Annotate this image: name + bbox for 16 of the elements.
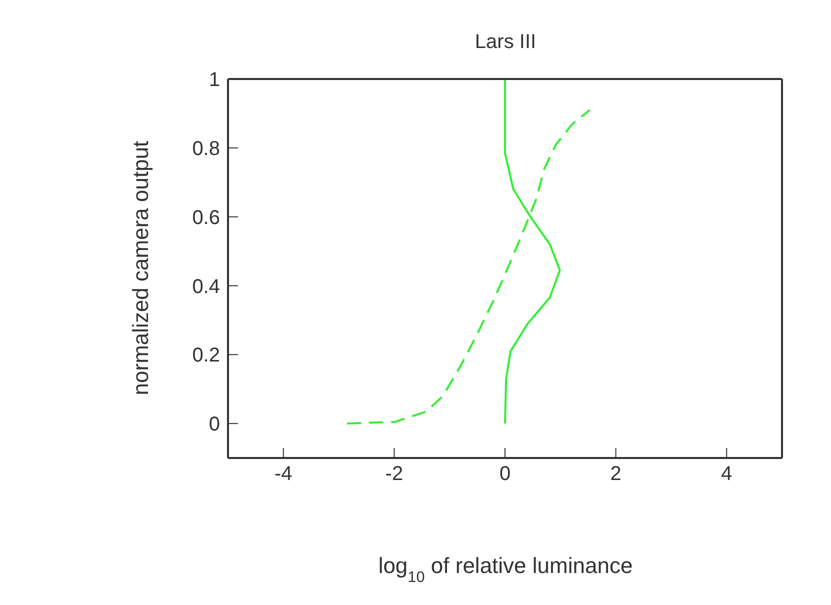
x-tick-label: -4 <box>274 463 292 486</box>
y-tick-label: 0.8 <box>192 138 220 160</box>
y-tick-label: 0.4 <box>192 276 220 298</box>
line-series <box>504 79 561 425</box>
y-tick-label: 0 <box>208 414 220 436</box>
chart-title: Lars III <box>474 31 536 53</box>
x-tick-label: 0 <box>499 463 511 486</box>
x-axis-title: log$_{10}$ of relative luminance <box>378 553 633 586</box>
x-tick-label: 4 <box>721 463 732 486</box>
line-series <box>346 109 591 425</box>
x-tick-label: -2 <box>385 463 404 486</box>
x-tick-label: 2 <box>610 463 622 486</box>
y-tick-label: 1 <box>208 69 220 92</box>
y-tick-label: 0.2 <box>192 344 220 367</box>
y-axis-title: normalized camera output <box>128 140 153 396</box>
y-tick-label: 0.6 <box>192 206 220 229</box>
